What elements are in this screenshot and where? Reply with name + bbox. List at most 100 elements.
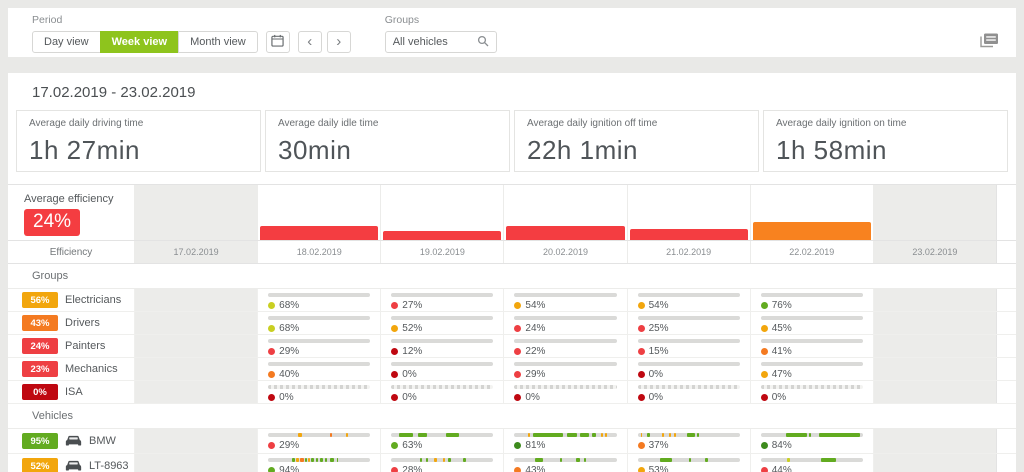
chart-day-column[interactable] [257, 185, 380, 240]
row-efficiency-badge: 0% [22, 384, 58, 400]
efficiency-percent: 29% [279, 346, 300, 357]
day-efficiency-cell[interactable]: 43% [503, 454, 626, 472]
cell-value-row: 0% [514, 392, 616, 403]
day-efficiency-cell[interactable]: 25% [626, 312, 750, 334]
day-efficiency-cell[interactable]: 29% [257, 429, 380, 453]
day-efficiency-cell[interactable]: 76% [749, 289, 873, 311]
efficiency-bar[interactable] [260, 226, 379, 240]
efficiency-status-dot [268, 394, 276, 401]
day-efficiency-cell[interactable]: 40% [257, 358, 380, 380]
day-efficiency-cell[interactable]: 28% [380, 454, 503, 472]
activity-segment [336, 458, 339, 462]
day-efficiency-cell[interactable]: 27% [380, 289, 503, 311]
day-efficiency-cell[interactable]: 45% [749, 312, 873, 334]
day-efficiency-cell[interactable]: 0% [626, 358, 750, 380]
efficiency-bar[interactable] [383, 231, 502, 240]
day-efficiency-cell[interactable]: 68% [257, 312, 380, 334]
activity-track [391, 293, 494, 297]
activity-segment [583, 458, 586, 462]
day-efficiency-cell[interactable]: 0% [503, 381, 626, 403]
activity-segment [434, 458, 438, 462]
table-row: 43% Drivers 68% 52% 24% 25% 45% [8, 312, 1016, 335]
day-efficiency-cell[interactable]: 94% [257, 454, 380, 472]
cell-value-row: 29% [514, 369, 616, 380]
day-efficiency-cell[interactable]: 54% [626, 289, 750, 311]
activity-segment [660, 458, 673, 462]
activity-segment [426, 458, 429, 462]
row-name-cell[interactable]: 95% BMW [8, 429, 134, 453]
row-name-label: Electricians [65, 294, 122, 306]
day-efficiency-cell[interactable]: 22% [503, 335, 626, 357]
day-efficiency-cell[interactable]: 84% [749, 429, 873, 453]
vehicle-filter-select[interactable]: All vehicles [384, 31, 497, 53]
activity-segment [532, 433, 564, 437]
efficiency-bar[interactable] [629, 229, 748, 240]
activity-segment [304, 458, 307, 462]
activity-segment [674, 433, 677, 437]
chart-day-column[interactable] [503, 185, 626, 240]
day-efficiency-cell[interactable]: 63% [380, 429, 503, 453]
summary-card-label: Average daily driving time [29, 118, 144, 129]
day-efficiency-cell[interactable]: 0% [380, 358, 503, 380]
calendar-button[interactable] [265, 31, 290, 53]
row-edge-spacer [996, 289, 1016, 311]
day-efficiency-cell[interactable]: 0% [626, 381, 750, 403]
day-efficiency-cell[interactable]: 29% [257, 335, 380, 357]
day-efficiency-cell[interactable]: 41% [749, 335, 873, 357]
day-efficiency-cell[interactable]: 24% [503, 312, 626, 334]
row-name-cell[interactable]: 23% Mechanics [8, 358, 134, 380]
efficiency-status-dot [268, 467, 276, 472]
chart-day-column[interactable] [626, 185, 750, 240]
month-view-button[interactable]: Month view [178, 31, 258, 53]
table-row: 52% LT-8963 94% 28% 43% 53% 44% [8, 454, 1016, 472]
efficiency-bar[interactable] [752, 222, 871, 240]
next-period-button[interactable]: › [326, 31, 351, 53]
day-efficiency-cell[interactable]: 44% [749, 454, 873, 472]
day-efficiency-cell[interactable]: 47% [749, 358, 873, 380]
day-efficiency-cell[interactable]: 37% [626, 429, 750, 453]
day-efficiency-cell[interactable]: 53% [626, 454, 750, 472]
efficiency-percent: 76% [771, 300, 792, 311]
day-view-button[interactable]: Day view [32, 31, 101, 53]
row-name-cell[interactable]: 0% ISA [8, 381, 134, 403]
period-control: Period Day view Week view Month view ‹ › [32, 14, 351, 53]
day-efficiency-cell[interactable]: 52% [380, 312, 503, 334]
day-cell-empty [872, 358, 996, 380]
efficiency-bar[interactable] [506, 226, 625, 240]
day-efficiency-cell[interactable]: 0% [749, 381, 873, 403]
activity-segment [646, 433, 650, 437]
efficiency-status-dot [268, 371, 276, 378]
day-efficiency-cell[interactable]: 29% [503, 358, 626, 380]
efficiency-percent: 0% [402, 369, 417, 380]
axis-date-label: 18.02.2019 [257, 241, 380, 263]
day-efficiency-cell[interactable]: 0% [257, 381, 380, 403]
row-name-cell[interactable]: 43% Drivers [8, 312, 134, 334]
summary-cards: Average daily driving time 1h 27min Averag… [8, 110, 1016, 172]
activity-segment [605, 433, 608, 437]
day-efficiency-cell[interactable]: 54% [503, 289, 626, 311]
row-name-cell[interactable]: 52% LT-8963 [8, 454, 134, 472]
day-efficiency-cell[interactable]: 0% [380, 381, 503, 403]
activity-track [760, 433, 863, 437]
day-efficiency-cell[interactable]: 68% [257, 289, 380, 311]
prev-period-button[interactable]: ‹ [297, 31, 322, 53]
chart-day-column[interactable] [380, 185, 503, 240]
day-efficiency-cell[interactable]: 15% [626, 335, 750, 357]
calendar-icon [271, 34, 284, 50]
chart-day-column[interactable] [749, 185, 873, 240]
activity-segment [443, 458, 445, 462]
activity-track [637, 433, 740, 437]
efficiency-status-dot [391, 467, 399, 472]
week-view-button[interactable]: Week view [99, 31, 180, 53]
row-name-cell[interactable]: 56% Electricians [8, 289, 134, 311]
day-cell-empty [134, 381, 258, 403]
efficiency-percent: 53% [648, 465, 669, 472]
cell-value-row: 0% [637, 369, 740, 380]
day-efficiency-cell[interactable]: 81% [503, 429, 626, 453]
activity-track [637, 385, 740, 389]
day-efficiency-cell[interactable]: 12% [380, 335, 503, 357]
report-export-button[interactable] [979, 32, 1000, 52]
cell-value-row: 0% [637, 392, 740, 403]
summary-card-label: Average daily ignition on time [776, 118, 907, 129]
row-name-cell[interactable]: 24% Painters [8, 335, 134, 357]
